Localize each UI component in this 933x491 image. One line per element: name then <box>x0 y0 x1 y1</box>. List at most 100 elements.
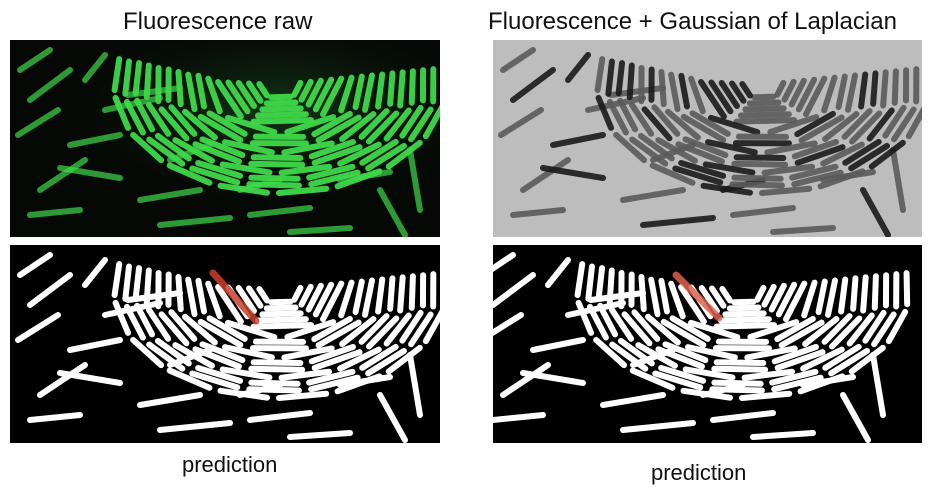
bacterium-cell <box>246 285 264 309</box>
bacterium-cell <box>840 392 871 443</box>
bacterium-cell <box>802 75 828 118</box>
bacterium-cell <box>649 162 696 186</box>
bacterium-cell <box>365 347 407 377</box>
bacterium-cell <box>308 169 361 188</box>
bacterium-cell <box>250 359 304 367</box>
bacterium-cell <box>377 392 408 443</box>
bacterium-cell <box>387 70 396 107</box>
bacterium-cell <box>281 140 335 156</box>
bacterium-cell <box>860 274 869 314</box>
bacterium-cell <box>111 261 123 299</box>
bacterium-cell <box>871 273 879 311</box>
bacterium-cell <box>769 368 819 386</box>
bacterium-cell <box>565 300 626 318</box>
bacterium-cell <box>848 344 886 375</box>
bacterium-cell <box>775 281 798 318</box>
bacterium-cell <box>700 182 754 196</box>
bacterium-cell <box>334 168 383 190</box>
bacterium-cell <box>182 313 218 346</box>
bacterium-cell <box>850 275 859 312</box>
bacterium-cell <box>27 207 83 218</box>
bacterium-cell <box>27 272 73 308</box>
bacterium-cell <box>713 322 778 330</box>
bacterium-cell <box>199 341 246 364</box>
bacterium-cell <box>750 430 816 440</box>
bacterium-cell <box>594 56 606 94</box>
bacterium-cell <box>520 157 571 193</box>
bacterium-cell <box>57 370 123 386</box>
bacterium-cell <box>422 309 440 345</box>
bacterium-cell <box>708 79 734 115</box>
bacterium-cell <box>575 299 595 336</box>
bacterium-cell <box>319 280 345 323</box>
bacterium-cell <box>848 142 890 172</box>
bacterium-cell <box>678 159 727 179</box>
bacterium-cell <box>250 117 315 125</box>
bacterium-cell <box>648 276 661 318</box>
bacterium-cell <box>298 283 314 308</box>
bacterium-cell <box>298 78 314 103</box>
bacterium-cell <box>359 138 399 166</box>
bacterium-cell <box>838 276 849 315</box>
bacterium-cell <box>112 94 132 131</box>
bacterium-cell <box>399 104 424 139</box>
bacterium-cell <box>500 47 536 73</box>
bacterium-cell <box>606 267 615 306</box>
bacterium-cell <box>157 420 233 433</box>
bacterium-cell <box>225 79 251 115</box>
bacterium-cell <box>835 73 848 111</box>
bacterium-cell <box>730 205 796 218</box>
bacterium-cell <box>15 107 61 138</box>
bacterium-cell <box>903 270 911 308</box>
bacterium-cell <box>111 56 123 94</box>
bacterium-cell <box>493 272 536 308</box>
bacterium-cell <box>205 75 223 115</box>
bacterium-cell <box>206 315 248 342</box>
bacterium-cell <box>130 336 165 369</box>
bacterium-cell <box>263 304 299 312</box>
bacterium-cell <box>362 72 376 113</box>
bacterium-cell <box>17 47 53 73</box>
bacterium-cell <box>500 362 551 398</box>
bacterium-cell <box>250 154 304 162</box>
bacterium-cell <box>782 280 808 323</box>
bacterium-cell <box>845 72 859 113</box>
bacterium-cell <box>291 79 304 98</box>
bacterium-cell <box>595 94 615 131</box>
bacterium-cell <box>408 106 434 143</box>
bacterium-cell <box>520 370 586 386</box>
bacterium-cell <box>800 346 845 372</box>
bacterium-cell <box>132 60 143 97</box>
bacterium-cell <box>27 412 83 423</box>
bacterium-cell <box>658 277 671 315</box>
bacterium-cell <box>609 341 649 372</box>
bacterium-cell <box>408 311 434 348</box>
bacterium-cell <box>275 185 330 196</box>
prediction-mask-right <box>493 245 922 443</box>
bacterium-cell <box>825 277 839 318</box>
bacterium-cell <box>822 343 862 371</box>
bacterium-cell <box>248 365 306 373</box>
bacterium-cell <box>768 282 787 313</box>
bacterium-cell <box>682 366 736 381</box>
bacterium-cell <box>698 79 727 120</box>
bacterium-cell <box>219 161 273 176</box>
bacterium-cell <box>385 344 423 375</box>
bacterium-cell <box>82 52 108 83</box>
fluorescence-raw-image <box>10 40 440 237</box>
bacterium-cell <box>641 106 673 142</box>
bacterium-cell <box>758 185 813 196</box>
bacterium-cell <box>311 315 353 343</box>
bacterium-cell <box>821 74 838 114</box>
bacterium-cell <box>247 410 313 423</box>
bacterium-cell <box>722 310 767 318</box>
bacterium-cell <box>275 390 330 401</box>
bacterium-cell <box>408 273 416 311</box>
bacterium-cell <box>802 316 840 347</box>
bacterium-cell <box>774 79 787 98</box>
bacterium-cell <box>709 386 765 394</box>
bacterium-cell <box>710 410 776 423</box>
bacterium-cell <box>195 159 244 179</box>
bacterium-cell <box>189 370 241 391</box>
bacterium-cell <box>308 374 361 393</box>
